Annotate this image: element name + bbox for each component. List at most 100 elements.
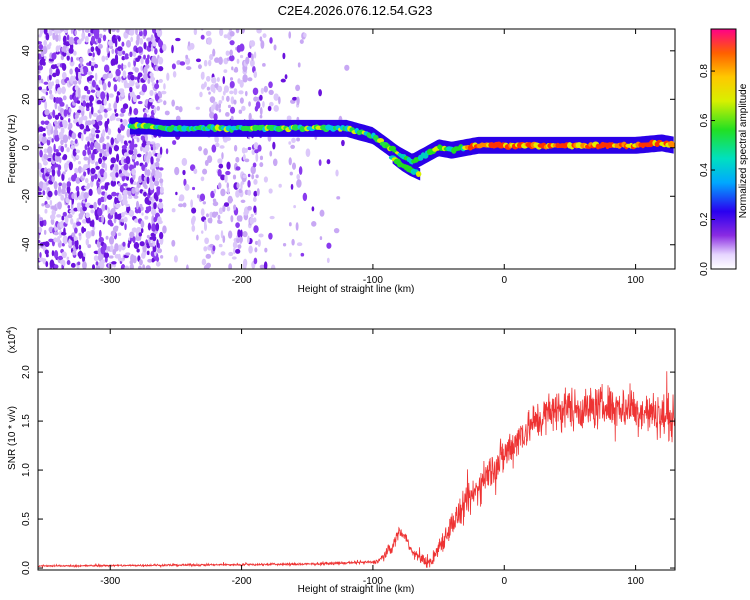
noise-blob: [71, 232, 76, 238]
noise-blob: [117, 46, 123, 52]
noise-blob: [59, 29, 65, 32]
noise-blob: [47, 81, 53, 90]
noise-blob: [251, 173, 255, 180]
noise-blob: [159, 186, 164, 194]
noise-blob: [115, 117, 122, 122]
noise-blob: [72, 250, 77, 256]
noise-blob: [104, 112, 108, 119]
snr-y-label: SNR (10 * v/v): [7, 406, 18, 470]
noise-blob: [166, 72, 170, 81]
noise-blob: [91, 152, 95, 161]
noise-blob: [70, 144, 76, 150]
noise-blob: [83, 192, 89, 199]
noise-blob: [119, 184, 124, 193]
noise-blob: [185, 66, 192, 71]
noise-blob: [140, 228, 144, 234]
noise-blob: [141, 83, 148, 93]
snr-x-label: Height of straight line (km): [298, 584, 415, 595]
noise-blob: [235, 166, 241, 171]
noise-blob: [254, 148, 259, 154]
noise-blob: [102, 143, 108, 150]
noise-blob: [214, 57, 220, 63]
snr-scale-factor: (x104): [6, 327, 18, 354]
noise-blob: [159, 178, 164, 184]
noise-blob: [225, 170, 231, 176]
noise-blob: [149, 72, 154, 77]
noise-blob: [239, 236, 243, 243]
noise-blob: [226, 187, 230, 195]
noise-blob: [124, 53, 129, 58]
noise-blob: [61, 187, 66, 195]
noise-blob: [45, 91, 49, 96]
noise-blob: [47, 153, 53, 158]
noise-blob: [267, 105, 272, 112]
noise-blob: [297, 62, 301, 68]
noise-blob: [103, 29, 107, 32]
noise-blob: [219, 29, 224, 37]
noise-blob: [101, 214, 105, 224]
noise-blob: [38, 41, 42, 45]
noise-blob: [259, 155, 264, 161]
noise-blob: [156, 248, 163, 254]
noise-blob: [68, 238, 72, 246]
noise-blob: [179, 61, 186, 66]
noise-blob: [203, 59, 208, 67]
noise-blob: [152, 36, 156, 45]
noise-blob: [251, 53, 254, 61]
noise-blob: [90, 106, 94, 115]
noise-blob: [120, 118, 123, 123]
noise-blob: [136, 137, 140, 143]
noise-blob: [97, 87, 101, 91]
noise-blob: [88, 60, 92, 66]
noise-blob: [57, 164, 62, 171]
noise-blob: [118, 169, 122, 175]
noise-blob: [114, 225, 119, 229]
noise-blob: [152, 241, 156, 247]
noise-blob: [193, 29, 198, 36]
noise-blob: [253, 225, 259, 233]
noise-blob: [208, 91, 211, 95]
noise-blob: [136, 33, 140, 43]
noise-blob: [72, 80, 78, 85]
noise-blob: [198, 146, 203, 152]
noise-blob: [178, 106, 183, 113]
noise-blob: [212, 48, 216, 57]
noise-blob: [119, 113, 125, 117]
noise-blob: [97, 43, 103, 49]
noise-blob: [85, 102, 90, 109]
noise-blob: [251, 149, 255, 156]
noise-blob: [95, 261, 99, 266]
noise-blob: [311, 206, 315, 212]
noise-blob: [268, 101, 274, 107]
noise-blob: [38, 162, 42, 170]
noise-region-3: [260, 31, 311, 269]
noise-blob: [65, 197, 70, 204]
noise-blob: [49, 199, 53, 206]
noise-blob: [103, 171, 108, 180]
noise-blob: [70, 29, 74, 35]
noise-blob: [45, 260, 49, 268]
colorbar-gradient: [711, 29, 736, 269]
noise-blob: [54, 189, 58, 196]
noise-blob: [250, 165, 256, 175]
noise-blob: [233, 144, 238, 152]
noise-blob: [214, 234, 220, 241]
noise-blob: [153, 106, 157, 114]
noise-blob: [97, 207, 103, 217]
noise-blob: [64, 143, 68, 148]
noise-blob: [226, 95, 230, 102]
noise-blob: [155, 157, 161, 163]
noise-blob: [132, 181, 137, 186]
noise-blob: [147, 222, 152, 231]
noise-blob: [43, 39, 47, 47]
noise-blob: [146, 169, 151, 177]
noise-blob: [156, 239, 159, 248]
noise-blob: [39, 149, 43, 158]
noise-blob: [253, 96, 258, 102]
noise-blob: [94, 29, 100, 36]
noise-blob: [252, 87, 259, 96]
noise-blob: [335, 169, 339, 177]
noise-blob: [131, 155, 137, 160]
noise-blob: [136, 95, 141, 100]
noise-blob: [117, 36, 121, 42]
